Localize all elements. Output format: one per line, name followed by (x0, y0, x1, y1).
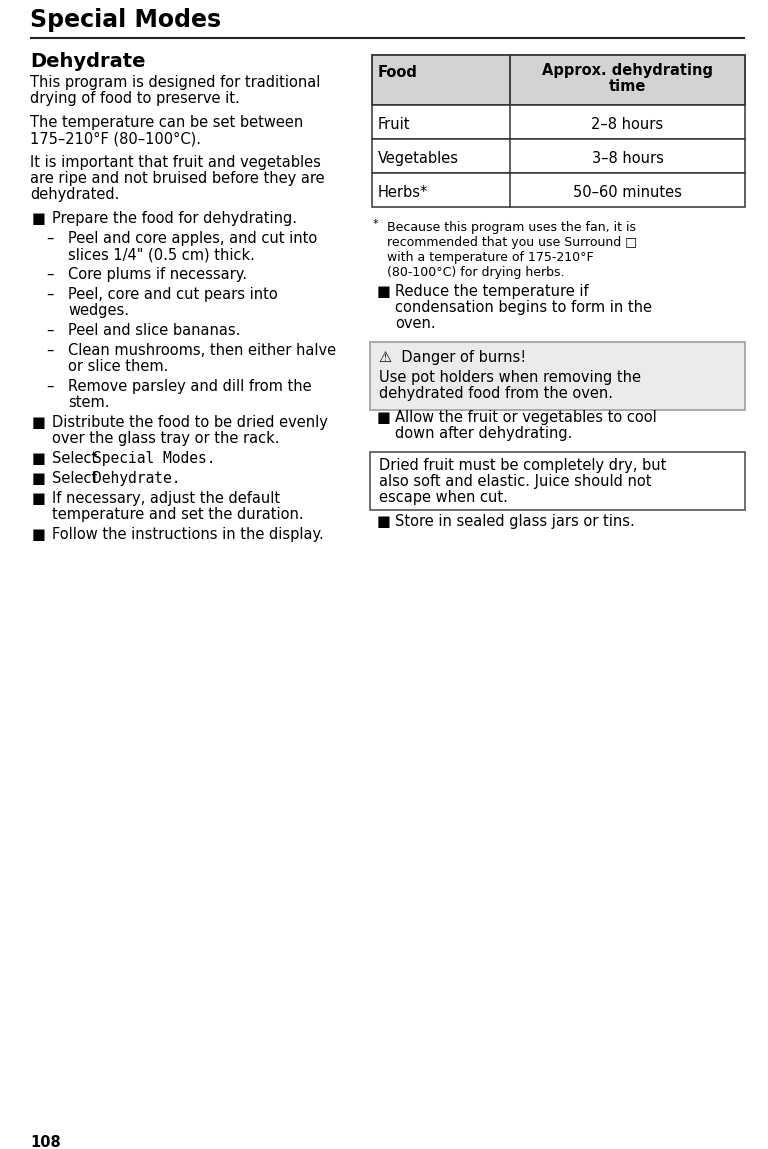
Text: escape when cut.: escape when cut. (379, 489, 508, 506)
Text: Follow the instructions in the display.: Follow the instructions in the display. (52, 527, 324, 542)
Text: ■: ■ (32, 211, 46, 226)
Text: Remove parsley and dill from the: Remove parsley and dill from the (68, 379, 312, 394)
Text: recommended that you use Surround □: recommended that you use Surround □ (387, 236, 637, 249)
Text: Herbs*: Herbs* (378, 185, 429, 200)
Text: This program is designed for traditional: This program is designed for traditional (30, 75, 320, 90)
Text: Select: Select (52, 471, 102, 486)
Text: –: – (46, 287, 53, 302)
Text: 2–8 hours: 2–8 hours (591, 117, 664, 132)
Text: Food: Food (378, 65, 418, 80)
Text: temperature and set the duration.: temperature and set the duration. (52, 507, 303, 522)
Text: Peel, core and cut pears into: Peel, core and cut pears into (68, 287, 278, 302)
Text: ■: ■ (32, 527, 46, 542)
Text: Dehydrate: Dehydrate (30, 52, 145, 71)
Bar (372, 139, 745, 173)
Text: Peel and core apples, and cut into: Peel and core apples, and cut into (68, 231, 317, 246)
Bar (372, 173, 745, 207)
Text: Prepare the food for dehydrating.: Prepare the food for dehydrating. (52, 211, 297, 226)
Text: 108: 108 (30, 1135, 61, 1149)
Text: Use pot holders when removing the: Use pot holders when removing the (379, 370, 641, 385)
Text: or slice them.: or slice them. (68, 358, 168, 375)
Bar (370, 452, 745, 510)
Text: Core plums if necessary.: Core plums if necessary. (68, 267, 247, 282)
Text: ■: ■ (377, 410, 391, 425)
Text: slices 1/4" (0.5 cm) thick.: slices 1/4" (0.5 cm) thick. (68, 247, 255, 262)
Text: drying of food to preserve it.: drying of food to preserve it. (30, 91, 240, 106)
Text: wedges.: wedges. (68, 303, 129, 318)
Text: down after dehydrating.: down after dehydrating. (395, 426, 572, 441)
Text: –: – (46, 267, 53, 282)
Text: oven.: oven. (395, 316, 435, 331)
Text: Approx. dehydrating: Approx. dehydrating (542, 63, 713, 78)
Text: Store in sealed glass jars or tins.: Store in sealed glass jars or tins. (395, 514, 634, 529)
Text: –: – (46, 323, 53, 338)
Text: Special Modes: Special Modes (30, 8, 221, 32)
Text: Fruit: Fruit (378, 117, 411, 132)
Bar (372, 55, 745, 105)
Text: 3–8 hours: 3–8 hours (591, 151, 664, 165)
Text: –: – (46, 344, 53, 358)
Text: The temperature can be set between: The temperature can be set between (30, 115, 303, 130)
Text: stem.: stem. (68, 395, 110, 410)
Bar (372, 105, 745, 139)
Text: condensation begins to form in the: condensation begins to form in the (395, 300, 652, 315)
Text: Distribute the food to be dried evenly: Distribute the food to be dried evenly (52, 415, 328, 430)
Text: Dried fruit must be completely dry, but: Dried fruit must be completely dry, but (379, 458, 667, 473)
Text: Clean mushrooms, then either halve: Clean mushrooms, then either halve (68, 344, 336, 358)
Text: ■: ■ (377, 514, 391, 529)
Text: also soft and elastic. Juice should not: also soft and elastic. Juice should not (379, 475, 651, 489)
Text: ■: ■ (32, 415, 46, 430)
Bar (370, 342, 745, 410)
Text: It is important that fruit and vegetables: It is important that fruit and vegetable… (30, 155, 321, 170)
Text: over the glass tray or the rack.: over the glass tray or the rack. (52, 431, 280, 446)
Text: Peel and slice bananas.: Peel and slice bananas. (68, 323, 240, 338)
Text: –: – (46, 231, 53, 246)
Text: time: time (609, 79, 646, 94)
Text: ■: ■ (32, 491, 46, 506)
Text: with a temperature of 175-210°F: with a temperature of 175-210°F (387, 250, 594, 264)
Text: *: * (373, 219, 379, 229)
Text: ■: ■ (32, 471, 46, 486)
Text: Vegetables: Vegetables (378, 151, 459, 165)
Text: 175–210°F (80–100°C).: 175–210°F (80–100°C). (30, 131, 201, 146)
Text: dehydrated.: dehydrated. (30, 187, 119, 202)
Text: ⚠  Danger of burns!: ⚠ Danger of burns! (379, 350, 526, 365)
Text: –: – (46, 379, 53, 394)
Text: Reduce the temperature if: Reduce the temperature if (395, 284, 588, 299)
Text: are ripe and not bruised before they are: are ripe and not bruised before they are (30, 171, 325, 186)
Text: ■: ■ (32, 452, 46, 466)
Text: ■: ■ (377, 284, 391, 299)
Text: 50–60 minutes: 50–60 minutes (573, 185, 682, 200)
Text: Dehydrate.: Dehydrate. (93, 471, 180, 486)
Text: Select: Select (52, 452, 102, 466)
Text: dehydrated food from the oven.: dehydrated food from the oven. (379, 386, 613, 401)
Text: Because this program uses the fan, it is: Because this program uses the fan, it is (387, 221, 636, 234)
Text: (80-100°C) for drying herbs.: (80-100°C) for drying herbs. (387, 267, 564, 279)
Text: If necessary, adjust the default: If necessary, adjust the default (52, 491, 280, 506)
Text: Allow the fruit or vegetables to cool: Allow the fruit or vegetables to cool (395, 410, 657, 425)
Text: Special Modes.: Special Modes. (93, 452, 216, 466)
